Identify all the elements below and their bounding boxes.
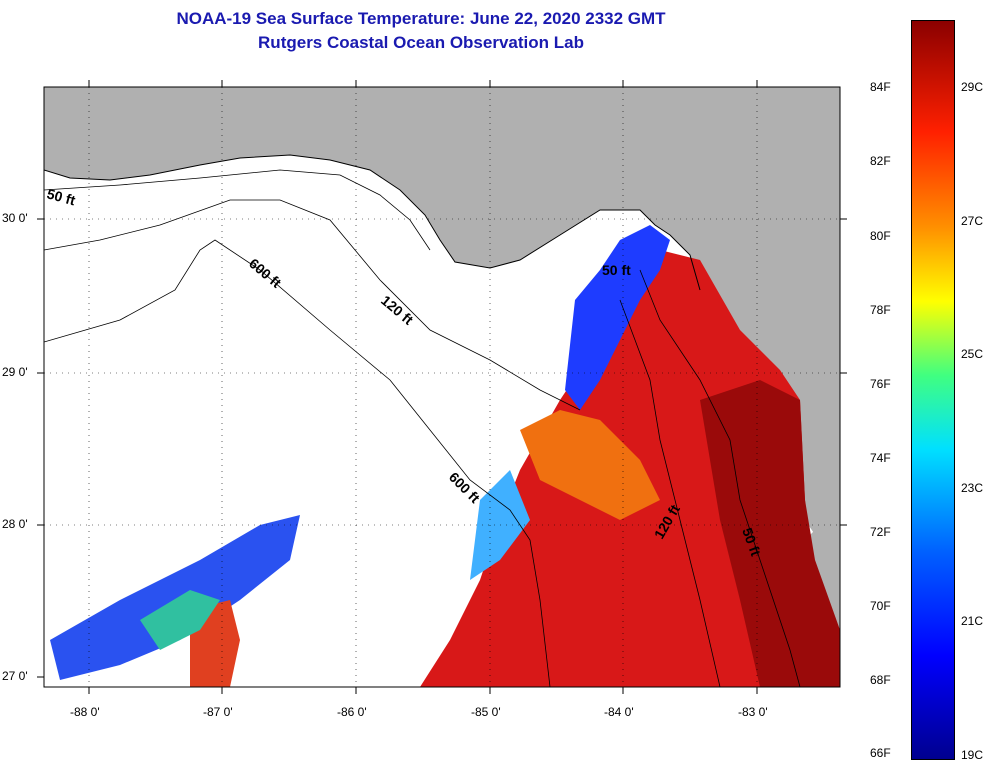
lat-label: 29 0' xyxy=(2,365,28,379)
colorbar-f-label: 66F xyxy=(870,746,891,760)
colorbar-f-label: 80F xyxy=(870,229,891,243)
contour-600ft xyxy=(44,239,551,687)
colorbar-c-label: 29C xyxy=(961,80,984,94)
lat-label: 30 0' xyxy=(2,211,28,225)
lon-label: -84 0' xyxy=(604,705,634,719)
lon-label: -85 0' xyxy=(471,705,501,719)
lon-label: -83 0' xyxy=(738,705,768,719)
contour-label: 50 ft xyxy=(45,185,77,208)
colorbar-c-label: 25C xyxy=(961,347,984,361)
colorbar-f-label: 78F xyxy=(870,303,891,317)
map-subtitle: Rutgers Coastal Ocean Observation Lab xyxy=(258,33,584,52)
colorbar-f-label: 82F xyxy=(870,154,891,168)
colorbar-f-label: 76F xyxy=(870,377,891,391)
colorbar-c-label: 21C xyxy=(961,614,984,628)
contour-120ft xyxy=(44,199,581,411)
coastline xyxy=(44,154,701,291)
colorbar-c-label: 27C xyxy=(961,214,984,228)
colorbar-f-label: 84F xyxy=(870,80,891,94)
colorbar-c-label: 19C xyxy=(961,748,984,762)
colorbar-c-label: 23C xyxy=(961,481,984,495)
lon-label: -86 0' xyxy=(337,705,367,719)
colorbar-f-label: 74F xyxy=(870,451,891,465)
colorbar-f-label: 72F xyxy=(870,525,891,539)
sst-cool-nearshore xyxy=(565,225,670,410)
sst-orange-region xyxy=(520,410,660,520)
sst-dark-red-region xyxy=(700,380,840,687)
contour-50ft xyxy=(44,169,431,251)
land-mass xyxy=(44,87,840,560)
contour-label: 50 ft xyxy=(602,262,631,278)
map-title: NOAA-19 Sea Surface Temperature: June 22… xyxy=(176,9,666,28)
colorbar-f-label: 70F xyxy=(870,599,891,613)
temperature-colorbar xyxy=(911,20,955,760)
axis-ticks xyxy=(37,80,847,694)
lat-label: 28 0' xyxy=(2,517,28,531)
graticule xyxy=(44,87,840,687)
contour-50ft-east xyxy=(639,269,801,687)
contour-20ft-east xyxy=(619,299,721,687)
sst-cool-west xyxy=(50,515,300,680)
lon-label: -88 0' xyxy=(70,705,100,719)
lon-label: -87 0' xyxy=(203,705,233,719)
sst-green-west xyxy=(140,590,220,650)
lat-label: 27 0' xyxy=(2,669,28,683)
colorbar-f-label: 68F xyxy=(870,673,891,687)
